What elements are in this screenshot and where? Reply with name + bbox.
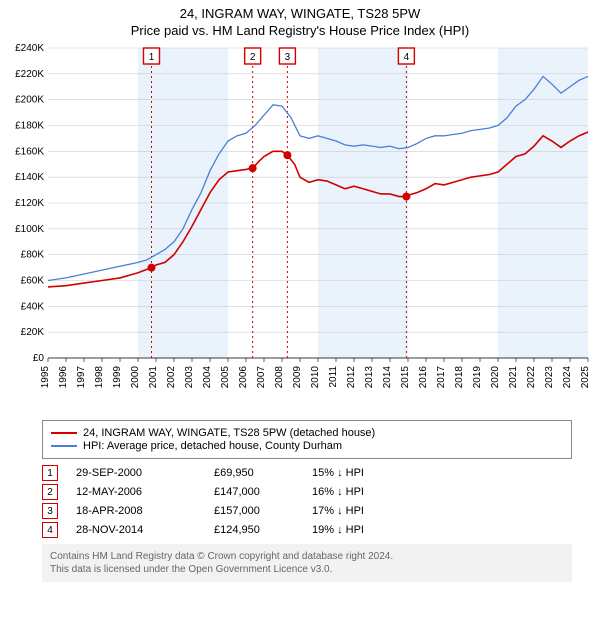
sale-badge: 3 [42,503,58,519]
svg-text:£180K: £180K [15,121,44,132]
svg-text:2000: 2000 [130,366,141,389]
legend-swatch [51,445,77,447]
svg-text:2021: 2021 [508,366,519,389]
sale-date: 18-APR-2008 [76,505,196,517]
svg-text:1998: 1998 [94,366,105,389]
legend-label: HPI: Average price, detached house, Coun… [83,440,342,452]
table-row: 3 18-APR-2008 £157,000 17% ↓ HPI [42,503,572,519]
svg-text:1995: 1995 [40,366,51,389]
table-row: 4 28-NOV-2014 £124,950 19% ↓ HPI [42,522,572,538]
sale-diff: 17% ↓ HPI [312,505,402,517]
legend: 24, INGRAM WAY, WINGATE, TS28 5PW (detac… [42,420,572,459]
sale-diff: 15% ↓ HPI [312,467,402,479]
sale-badge: 2 [42,484,58,500]
svg-text:1: 1 [149,52,155,63]
sale-price: £69,950 [214,467,294,479]
svg-text:2007: 2007 [256,366,267,389]
svg-text:2014: 2014 [382,366,393,389]
svg-text:2010: 2010 [310,366,321,389]
svg-text:£200K: £200K [15,95,44,106]
svg-text:1999: 1999 [112,366,123,389]
svg-text:4: 4 [404,52,410,63]
svg-text:2002: 2002 [166,366,177,389]
sale-price: £147,000 [214,486,294,498]
table-row: 2 12-MAY-2006 £147,000 16% ↓ HPI [42,484,572,500]
footer-note: Contains HM Land Registry data © Crown c… [42,544,572,582]
footer-line: This data is licensed under the Open Gov… [50,563,564,576]
legend-item: 24, INGRAM WAY, WINGATE, TS28 5PW (detac… [51,427,563,439]
svg-text:2006: 2006 [238,366,249,389]
sales-table: 1 29-SEP-2000 £69,950 15% ↓ HPI 2 12-MAY… [42,465,572,538]
chart-titles: 24, INGRAM WAY, WINGATE, TS28 5PW Price … [0,0,600,38]
svg-text:3: 3 [285,52,291,63]
svg-text:£100K: £100K [15,224,44,235]
line-chart: £0 £20K £40K £60K £80K £100K £120K £140K £160K £1… [0,38,600,418]
legend-item: HPI: Average price, detached house, Coun… [51,440,563,452]
svg-text:2005: 2005 [220,366,231,389]
title-sub: Price paid vs. HM Land Registry's House … [0,23,600,38]
sale-date: 12-MAY-2006 [76,486,196,498]
footer-line: Contains HM Land Registry data © Crown c… [50,550,564,563]
svg-text:2001: 2001 [148,366,159,389]
legend-swatch [51,432,77,434]
sale-price: £124,950 [214,524,294,536]
sale-date: 28-NOV-2014 [76,524,196,536]
chart-area: £0 £20K £40K £60K £80K £100K £120K £140K £160K £1… [0,38,600,418]
svg-text:£240K: £240K [15,43,44,54]
sale-price: £157,000 [214,505,294,517]
svg-text:£220K: £220K [15,69,44,80]
svg-text:2023: 2023 [544,366,555,389]
svg-text:£120K: £120K [15,198,44,209]
svg-text:£0: £0 [33,353,45,364]
svg-text:1996: 1996 [58,366,69,389]
svg-text:2022: 2022 [526,366,537,389]
svg-text:1997: 1997 [76,366,87,389]
svg-text:£140K: £140K [15,172,44,183]
svg-text:2015: 2015 [400,366,411,389]
sale-diff: 19% ↓ HPI [312,524,402,536]
svg-text:2011: 2011 [328,366,339,388]
sale-badge: 1 [42,465,58,481]
svg-text:2024: 2024 [562,366,573,389]
svg-text:2013: 2013 [364,366,375,389]
svg-text:2009: 2009 [292,366,303,389]
sale-diff: 16% ↓ HPI [312,486,402,498]
title-address: 24, INGRAM WAY, WINGATE, TS28 5PW [0,6,600,21]
svg-text:2018: 2018 [454,366,465,389]
svg-text:£20K: £20K [21,327,45,338]
table-row: 1 29-SEP-2000 £69,950 15% ↓ HPI [42,465,572,481]
svg-text:£160K: £160K [15,146,44,157]
legend-label: 24, INGRAM WAY, WINGATE, TS28 5PW (detac… [83,427,375,439]
svg-text:2016: 2016 [418,366,429,389]
svg-text:2019: 2019 [472,366,483,389]
svg-text:2003: 2003 [184,366,195,389]
sale-date: 29-SEP-2000 [76,467,196,479]
svg-text:2017: 2017 [436,366,447,389]
svg-text:2008: 2008 [274,366,285,389]
svg-text:£40K: £40K [21,301,45,312]
svg-text:2: 2 [250,52,256,63]
svg-text:2012: 2012 [346,366,357,389]
svg-text:2020: 2020 [490,366,501,389]
svg-text:£60K: £60K [21,276,45,287]
svg-text:£80K: £80K [21,250,45,261]
svg-text:2025: 2025 [580,366,591,389]
sale-badge: 4 [42,522,58,538]
svg-text:2004: 2004 [202,366,213,389]
